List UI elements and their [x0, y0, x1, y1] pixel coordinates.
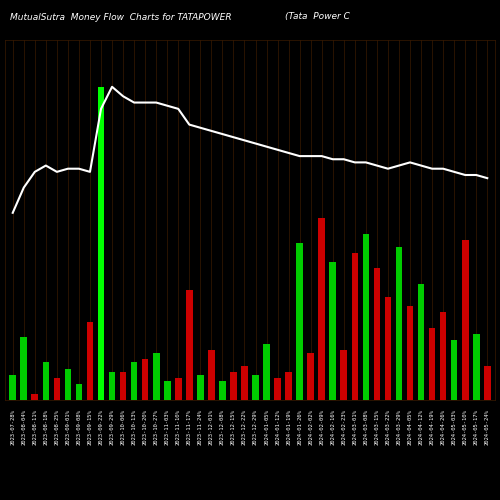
Bar: [219, 381, 226, 400]
Bar: [208, 350, 214, 400]
Bar: [384, 296, 392, 400]
Bar: [20, 338, 27, 400]
Bar: [429, 328, 436, 400]
Bar: [76, 384, 82, 400]
Bar: [241, 366, 248, 400]
Bar: [296, 244, 303, 400]
Bar: [308, 353, 314, 400]
Bar: [396, 246, 402, 400]
Bar: [318, 218, 325, 400]
Bar: [186, 290, 192, 400]
Bar: [153, 353, 160, 400]
Bar: [86, 322, 94, 400]
Bar: [330, 262, 336, 400]
Bar: [230, 372, 237, 400]
Text: (Tata  Power C: (Tata Power C: [285, 12, 350, 22]
Bar: [362, 234, 369, 400]
Bar: [418, 284, 424, 400]
Bar: [120, 372, 126, 400]
Bar: [98, 87, 104, 400]
Bar: [175, 378, 182, 400]
Bar: [440, 312, 446, 400]
Bar: [197, 375, 203, 400]
Bar: [108, 372, 116, 400]
Bar: [42, 362, 49, 400]
Bar: [142, 360, 148, 400]
Bar: [462, 240, 468, 400]
Bar: [252, 375, 259, 400]
Bar: [374, 268, 380, 400]
Bar: [406, 306, 414, 400]
Bar: [352, 253, 358, 400]
Bar: [131, 362, 138, 400]
Bar: [263, 344, 270, 400]
Bar: [451, 340, 458, 400]
Bar: [473, 334, 480, 400]
Bar: [274, 378, 281, 400]
Bar: [164, 381, 170, 400]
Bar: [54, 378, 60, 400]
Bar: [286, 372, 292, 400]
Bar: [340, 350, 347, 400]
Bar: [32, 394, 38, 400]
Bar: [64, 368, 71, 400]
Bar: [484, 366, 490, 400]
Bar: [10, 375, 16, 400]
Text: MutualSutra  Money Flow  Charts for TATAPOWER: MutualSutra Money Flow Charts for TATAPO…: [10, 12, 232, 22]
